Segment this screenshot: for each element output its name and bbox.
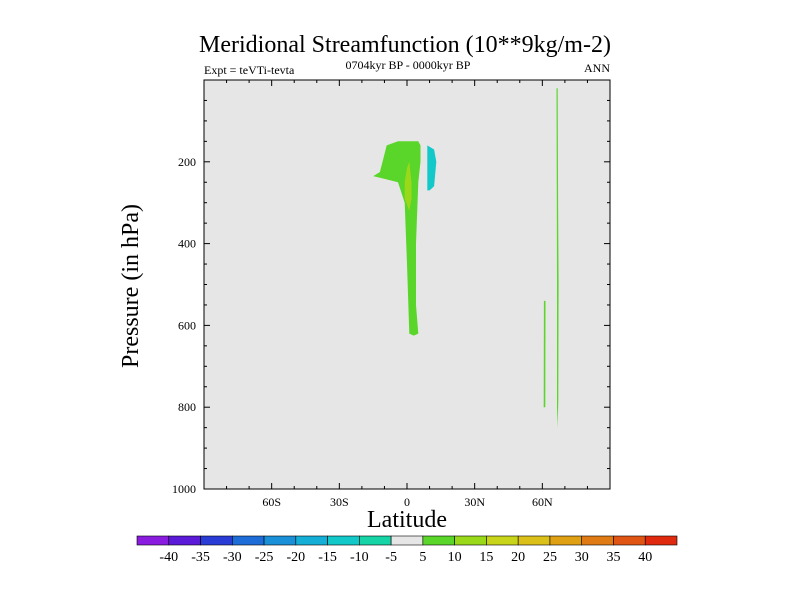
tick-labels: 60S 30S 0 30N 60N 200 400 600 800 1000 [172,155,553,509]
colorbar-label: 15 [479,550,493,565]
contour-region-2 [427,145,437,191]
y-tick-label: 800 [178,400,196,414]
contour-region-4 [556,88,559,428]
colorbar-label: 20 [511,550,525,565]
x-tick-label: 0 [404,495,410,509]
chart-title: Meridional Streamfunction (10**9kg/m-2) [199,32,611,58]
y-tick-label: 400 [178,237,196,251]
contour-region-3 [543,300,546,408]
colorbar-box [581,535,614,546]
contour-region-1 [404,161,412,211]
colorbar-label: -35 [191,550,210,565]
colorbar-label: 35 [606,550,620,565]
colorbar-label: 25 [543,550,557,565]
colorbar-label: -10 [350,550,369,565]
colorbar-box [517,535,551,546]
subtitle-left: Expt = teVTi-tevta [204,63,295,77]
y-tick-label: 1000 [172,482,196,496]
colorbar-box [359,535,392,546]
x-tick-label: 30N [464,495,485,509]
colorbar-box [549,535,583,546]
contour-regions [373,88,559,428]
colorbar-label: 40 [638,550,652,565]
colorbar-label: -5 [385,550,397,565]
y-tick-label: 200 [178,155,196,169]
colorbar-box [390,535,424,546]
colorbar-label: 10 [448,550,462,565]
y-tick-label: 600 [178,318,196,332]
colorbar-box [263,535,297,546]
colorbar-box [168,535,201,546]
colorbar-label: 5 [419,550,426,565]
x-tick-label: 30S [330,495,349,509]
colorbar-box [327,535,360,546]
colorbar-box [613,535,646,546]
colorbar-box [200,535,233,546]
colorbar-box [422,535,455,546]
colorbar: -40 -35 -30 -25 -20 -15 -10 -5 5 10 15 20 25 30 35 40 [136,535,678,565]
colorbar-box [486,535,519,546]
colorbar-box [231,535,265,546]
colorbar-label: -15 [318,550,337,565]
x-tick-label: 60S [262,495,281,509]
x-tick-label: 60N [532,495,553,509]
subtitle-center: 0704kyr BP - 0000kyr BP [346,58,471,72]
y-axis-label: Pressure (in hPa) [118,204,144,368]
colorbar-label: -40 [159,550,178,565]
colorbar-label: 30 [575,550,589,565]
colorbar-label: -25 [255,550,274,565]
colorbar-box [295,535,328,546]
axis-ticks [203,79,611,490]
colorbar-label: -20 [286,550,305,565]
colorbar-box [454,535,487,546]
subtitle-right: ANN [584,61,610,75]
colorbar-label: -30 [223,550,242,565]
colorbar-box [136,535,170,546]
colorbar-box [644,535,678,546]
x-axis-label: Latitude [367,507,447,533]
